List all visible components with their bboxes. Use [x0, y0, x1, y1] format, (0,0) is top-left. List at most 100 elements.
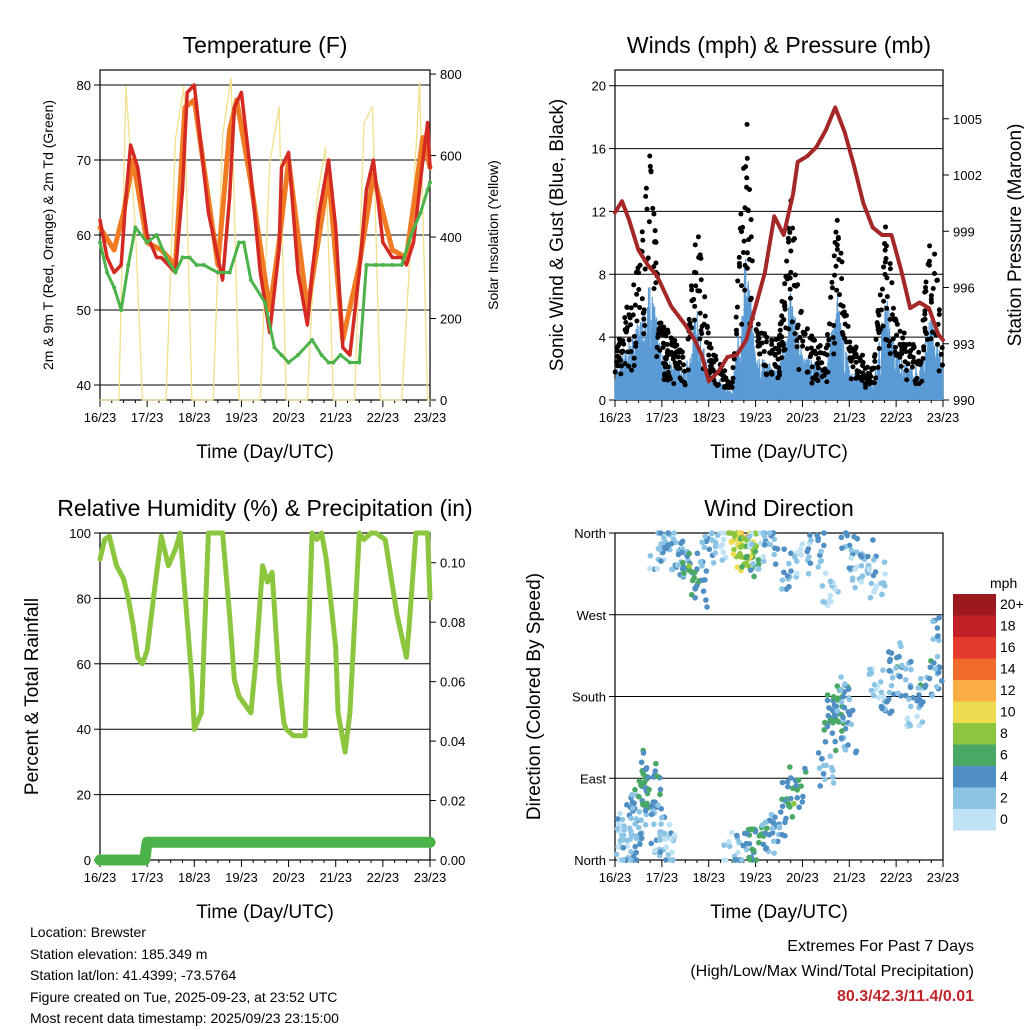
gust-point — [657, 347, 663, 353]
direction-point — [699, 539, 705, 546]
direction-point — [829, 774, 836, 780]
direction-point — [899, 662, 905, 669]
direction-point — [766, 831, 773, 838]
gust-point — [842, 335, 848, 341]
direction-point — [744, 831, 750, 837]
direction-point — [791, 800, 797, 807]
gust-point — [681, 362, 687, 368]
direction-point — [779, 779, 786, 786]
direction-point — [657, 849, 664, 855]
gust-point — [636, 270, 642, 276]
gust-point — [832, 340, 838, 346]
gust-point — [772, 361, 778, 367]
direction-point — [854, 535, 861, 542]
gust-point — [713, 357, 719, 363]
gust-point — [744, 155, 750, 161]
direction-point — [793, 558, 800, 564]
direction-point — [917, 675, 924, 682]
direction-point — [614, 826, 621, 832]
gust-point — [710, 367, 716, 373]
gust-point — [826, 337, 832, 343]
dewpoint-point — [201, 263, 206, 267]
dewpoint-point — [237, 240, 242, 245]
gust-point — [748, 217, 754, 223]
dewpoint-point — [279, 353, 284, 357]
colorbar-label: 20+ — [1000, 596, 1024, 612]
gust-point — [787, 295, 793, 301]
direction-point — [728, 530, 735, 536]
direction-point — [829, 730, 836, 736]
gust-point — [676, 347, 682, 353]
gust-point — [927, 243, 933, 249]
direction-point — [770, 838, 777, 845]
gust-point — [882, 247, 888, 253]
direction-point — [658, 805, 665, 812]
colorbar-label: 10 — [1000, 704, 1016, 720]
gust-point — [831, 253, 837, 259]
x-tick-label: 16/23 — [599, 870, 632, 885]
dewpoint-point — [399, 263, 404, 267]
direction-point — [746, 856, 753, 863]
gust-point — [648, 168, 654, 174]
gust-point — [786, 326, 792, 332]
gust-point — [662, 371, 668, 377]
direction-point — [930, 636, 937, 642]
gust-point — [734, 331, 740, 337]
direction-point — [798, 552, 805, 558]
gust-point — [889, 280, 895, 286]
direction-point — [908, 658, 914, 665]
direction-point — [879, 705, 885, 712]
gust-point — [883, 224, 889, 230]
colorbar-swatch — [953, 723, 996, 745]
direction-point — [889, 675, 896, 681]
gust-point — [782, 346, 788, 352]
gust-point — [743, 164, 749, 170]
gust-point — [647, 153, 653, 159]
direction-point — [654, 773, 660, 779]
direction-point — [848, 721, 855, 728]
direction-point — [866, 566, 873, 572]
gust-point — [681, 379, 687, 385]
direction-point — [709, 530, 715, 536]
direction-point — [653, 760, 659, 767]
direction-point — [679, 549, 685, 556]
gust-point — [686, 316, 692, 322]
direction-point — [749, 541, 755, 547]
gust-point — [887, 316, 893, 322]
direction-point — [636, 808, 643, 815]
y-tick-label: 40 — [77, 722, 91, 737]
y-tick-label: West — [577, 608, 607, 623]
direction-point — [881, 559, 888, 565]
gust-point — [745, 208, 751, 214]
direction-point — [815, 750, 822, 756]
gust-point — [708, 357, 714, 363]
gust-point — [796, 367, 802, 373]
direction-point — [787, 764, 793, 770]
series-relative-humidity — [97, 530, 433, 755]
gust-point — [652, 228, 658, 234]
direction-point — [637, 831, 644, 837]
dewpoint-point — [145, 240, 150, 245]
direction-point — [689, 569, 695, 575]
gust-point — [738, 283, 744, 289]
direction-point — [638, 759, 645, 766]
chart-title: Relative Humidity (%) & Precipitation (i… — [57, 495, 472, 521]
direction-point — [655, 802, 661, 809]
gust-point — [792, 272, 798, 278]
gust-point — [631, 355, 637, 361]
gust-point — [708, 345, 714, 351]
x-axis-label: Time (Day/UTC) — [196, 902, 334, 923]
y-tick-label: 60 — [77, 228, 91, 243]
direction-point — [624, 802, 630, 808]
dewpoint-point — [241, 240, 246, 245]
direction-point — [805, 546, 812, 552]
gust-point — [840, 303, 846, 309]
direction-point — [658, 540, 664, 547]
direction-point — [791, 553, 798, 560]
gust-point — [873, 336, 879, 342]
direction-point — [643, 766, 649, 773]
direction-point — [703, 597, 709, 603]
direction-point — [658, 821, 664, 827]
gust-point — [658, 320, 664, 326]
direction-point — [751, 573, 757, 580]
